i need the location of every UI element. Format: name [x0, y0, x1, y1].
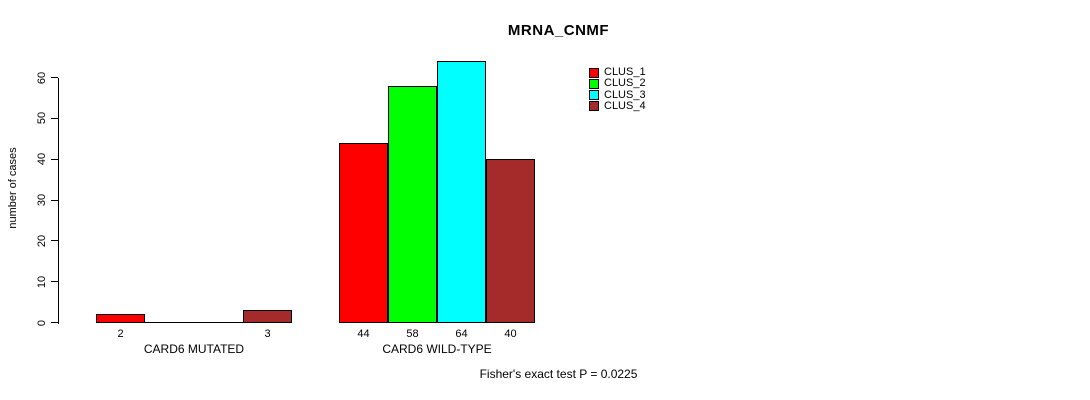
y-tick — [51, 117, 58, 119]
chart-title: MRNA_CNMF — [507, 22, 610, 39]
legend-label: CLUS_2 — [604, 77, 646, 90]
group-label-card6-mutated: CARD6 MUTATED — [143, 342, 245, 356]
legend-item-clus-2: CLUS_2 — [589, 78, 646, 89]
y-tick — [51, 199, 58, 201]
y-tick — [51, 77, 58, 78]
y-tick — [51, 240, 58, 242]
bar-clus-4-card6-wild-type — [486, 159, 535, 323]
bar-value-label: 2 — [117, 328, 124, 340]
group-baseline — [96, 322, 292, 323]
y-tick — [51, 281, 58, 283]
bar-clus-4-card6-mutated — [243, 310, 292, 323]
y-tick-label: 0 — [36, 319, 48, 326]
legend-label: CLUS_1 — [604, 66, 646, 78]
y-tick — [51, 158, 58, 160]
y-tick-label: 60 — [36, 71, 48, 84]
y-axis-label: number of cases — [7, 147, 19, 229]
legend-item-clus-3: CLUS_3 — [589, 88, 646, 101]
bar-value-label: 40 — [504, 328, 517, 340]
bar-value-label: 3 — [264, 328, 271, 340]
legend-swatch-clus-4 — [589, 101, 599, 112]
y-axis-line — [58, 77, 59, 324]
group-label-card6-wild-type: CARD6 WILD-TYPE — [382, 342, 492, 356]
y-tick — [51, 322, 58, 323]
y-tick-label: 50 — [36, 112, 48, 125]
y-tick-label: 30 — [36, 193, 48, 207]
bar-value-label: 64 — [455, 328, 468, 340]
legend-item-clus-4: CLUS_4 — [589, 99, 646, 112]
bar-clus-1-card6-mutated — [96, 314, 145, 323]
y-tick-label: 10 — [36, 275, 48, 288]
legend-swatch-clus-2 — [589, 78, 599, 89]
legend-label: CLUS_4 — [604, 99, 646, 112]
legend-swatch-clus-1 — [589, 67, 599, 78]
bar-value-label: 58 — [406, 328, 419, 340]
legend-swatch-clus-3 — [589, 90, 599, 101]
bar-clus-3-card6-wild-type — [437, 61, 486, 323]
y-tick-label: 40 — [36, 153, 48, 166]
annotation-text: Fisher's exact test P = 0.0225 — [479, 367, 638, 381]
bar-value-label: 44 — [357, 328, 370, 340]
legend-label: CLUS_3 — [604, 88, 646, 101]
y-tick-label: 20 — [36, 234, 48, 247]
bar-clus-1-card6-wild-type — [339, 142, 388, 323]
bar-clus-2-card6-wild-type — [388, 85, 437, 323]
legend-item-clus-1: CLUS_1 — [589, 67, 646, 78]
